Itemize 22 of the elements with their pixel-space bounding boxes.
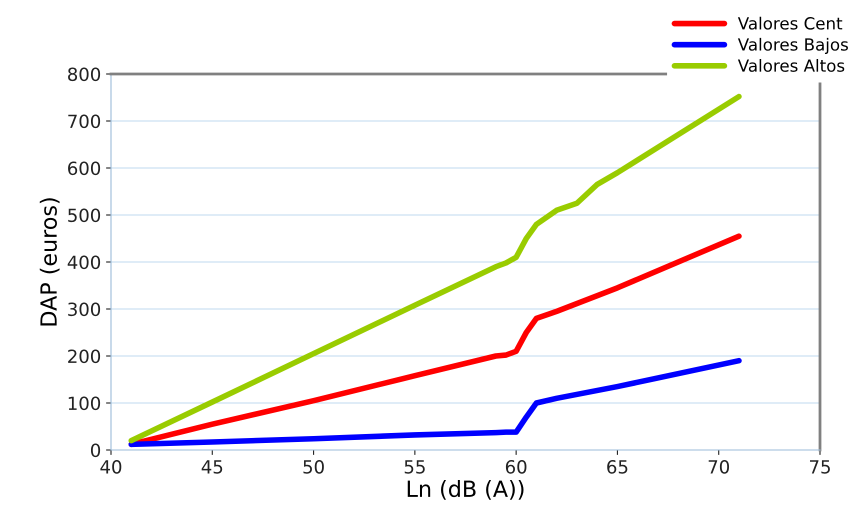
x-tick-label: 55 [404, 460, 425, 474]
x-tick-label: 50 [303, 460, 324, 474]
y-tick-label: 600 [68, 161, 100, 176]
x-tick-label: 65 [607, 460, 628, 474]
x-tick-label: 45 [202, 460, 222, 474]
legend-label: Valores Bajos [738, 38, 848, 54]
legend-label: Valores Cent [738, 16, 842, 30]
y-tick-label: 400 [68, 255, 100, 270]
legend-label: Valores Altos [738, 59, 844, 72]
y-tick-label: 300 [68, 302, 100, 316]
y-tick-label: 700 [68, 114, 100, 128]
y-tick-label: 500 [68, 208, 100, 222]
y-tick-label: 100 [68, 396, 100, 410]
x-tick-label: 70 [708, 460, 730, 474]
x-tick-label: 75 [810, 460, 830, 474]
x-axis-title: Ln (dB (A)) [408, 480, 524, 500]
x-tick-label: 40 [100, 460, 122, 474]
x-tick-label: 60 [506, 460, 526, 474]
y-tick-label: 0 [90, 443, 100, 458]
y-axis-title: DAP (euros) [40, 198, 60, 326]
y-tick-label: 200 [68, 349, 100, 364]
y-tick-label: 800 [68, 67, 100, 82]
